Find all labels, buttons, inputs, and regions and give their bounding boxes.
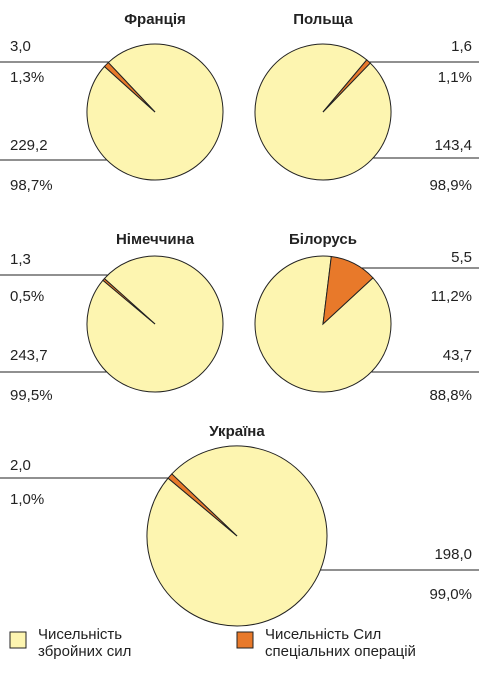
percentage-label: 98,9% [429, 177, 472, 194]
value-label: 1,3 [10, 251, 31, 268]
legend-label: Чисельність збройних сил [38, 626, 132, 660]
value-label: 198,0 [434, 546, 472, 563]
percentage-label: 11,2% [431, 288, 472, 305]
value-label: 5,5 [451, 249, 472, 266]
pie-slice [102, 277, 156, 325]
value-label: 3,0 [10, 38, 31, 55]
pie-slice [322, 255, 374, 326]
chart-title: Польща [293, 11, 353, 28]
pie-slice [322, 59, 371, 113]
percentage-label: 1,0% [10, 491, 44, 508]
percentage-label: 1,1% [438, 69, 472, 86]
percentage-label: 99,0% [429, 586, 472, 603]
chart-title: Німеччина [116, 231, 195, 248]
legend-swatch [9, 631, 27, 649]
pie-slice [103, 61, 156, 113]
pie-slice [86, 43, 224, 181]
percentage-label: 0,5% [10, 288, 44, 305]
chart-title: Франція [124, 11, 186, 28]
value-label: 143,4 [434, 137, 472, 154]
value-label: 243,7 [10, 347, 48, 364]
chart-title: Білорусь [289, 231, 357, 248]
legend-label: Чисельність Сил спеціальних операцій [265, 626, 416, 660]
percentage-label: 98,7% [10, 177, 53, 194]
percentage-label: 99,5% [10, 387, 53, 404]
value-label: 1,6 [451, 38, 472, 55]
percentage-label: 88,8% [429, 387, 472, 404]
percentage-label: 1,3% [10, 69, 44, 86]
chart-title: Україна [209, 423, 265, 440]
value-label: 43,7 [443, 347, 472, 364]
legend-swatch [236, 631, 254, 649]
value-label: 2,0 [10, 457, 31, 474]
value-label: 229,2 [10, 137, 48, 154]
